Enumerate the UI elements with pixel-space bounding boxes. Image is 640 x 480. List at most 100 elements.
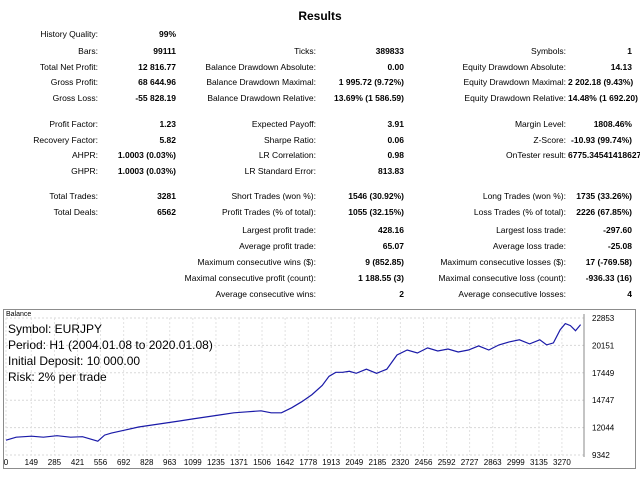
y-tick-label: 22853 <box>592 314 615 323</box>
x-tick-label: 2863 <box>484 458 502 467</box>
col3-value: 17 (-769.58) <box>585 257 632 267</box>
col2-label: LR Standard Error: <box>244 166 316 176</box>
x-tick-label: 692 <box>117 458 131 467</box>
col3-label: Equity Drawdown Relative: <box>464 93 566 103</box>
col1-label: Gross Loss: <box>52 93 98 103</box>
col1-label: History Quality: <box>40 29 98 39</box>
col1-value: 99111 <box>153 46 176 56</box>
period-label: Period: H1 (2004.01.08 to 2020.01.08) <box>8 338 213 352</box>
col3-value: 1 <box>627 46 632 56</box>
col2-label: Average profit trade: <box>239 241 316 251</box>
col1-label: Total Deals: <box>53 207 98 217</box>
balance-chart-panel: 0 149 285 421 556 692 828 963 1099 1235 1371 1506 16… <box>3 309 636 469</box>
col3-label: Equity Drawdown Maximal: <box>463 77 566 87</box>
x-tick-label: 2592 <box>438 458 456 467</box>
x-tick-label: 2320 <box>392 458 410 467</box>
y-tick-label: 12044 <box>592 424 615 433</box>
col2-value: 1 995.72 (9.72%) <box>338 77 404 87</box>
col1-value: 68 644.96 <box>138 77 176 87</box>
col1-value: 6562 <box>157 207 176 217</box>
col1-label: GHPR: <box>71 166 98 176</box>
col3-value: 2 202.18 (9.43%) <box>568 77 634 87</box>
col3-label: Equity Drawdown Absolute: <box>462 62 566 72</box>
col2-value: 1546 (30.92%) <box>348 191 404 201</box>
balance-chart: 0 149 285 421 556 692 828 963 1099 1235 1371 1506 16… <box>4 314 615 467</box>
col3-value: 1808.46% <box>593 119 632 129</box>
col2-label: Balance Drawdown Absolute: <box>205 62 316 72</box>
col3-value: -297.60 <box>603 225 632 235</box>
col3-label: OnTester result: <box>506 150 566 160</box>
col1-label: Total Net Profit: <box>39 62 98 72</box>
col3-label: Maximal consecutive loss (count): <box>438 273 566 283</box>
balance-line <box>5 322 582 442</box>
col3-label: Average consecutive losses: <box>458 289 566 299</box>
col1-value: 1.23 <box>159 119 176 129</box>
x-tick-label: 2999 <box>507 458 525 467</box>
col3-value: 6775.345414186275 <box>568 150 640 160</box>
col2-label: Largest profit trade: <box>242 225 316 235</box>
col3-value: 2226 (67.85%) <box>576 207 632 217</box>
x-tick-label: 2456 <box>415 458 433 467</box>
col2-value: 813.83 <box>378 166 404 176</box>
x-tick-label: 1099 <box>184 458 202 467</box>
col3-label: Symbols: <box>531 46 566 56</box>
x-axis-ticks: 0 149 285 421 556 692 828 963 1099 1235 1371 1506 16… <box>4 458 571 467</box>
col2-value: 389833 <box>375 46 404 56</box>
col3-label: Average loss trade: <box>492 241 566 251</box>
y-tick-label: 20151 <box>592 341 615 350</box>
y-axis-ticks: 22853 20151 17449 14747 12044 9342 <box>592 314 615 460</box>
col2-value: 1 188.55 (3) <box>358 273 404 283</box>
symbol-label: Symbol: EURJPY <box>8 322 103 336</box>
col3-label: Loss Trades (% of total): <box>473 207 566 217</box>
x-tick-label: 1913 <box>322 458 340 467</box>
col1-label: Bars: <box>78 46 98 56</box>
x-tick-label: 2185 <box>369 458 387 467</box>
deposit-label: Initial Deposit: 10 000.00 <box>8 354 141 368</box>
chart-grid <box>5 314 585 457</box>
col3-value: -25.08 <box>607 241 632 251</box>
col3-value: 4 <box>627 289 632 299</box>
x-tick-label: 2727 <box>461 458 479 467</box>
x-tick-label: 1235 <box>207 458 225 467</box>
x-tick-label: 421 <box>71 458 85 467</box>
col2-value: 3.91 <box>387 119 404 129</box>
x-tick-label: 1642 <box>276 458 294 467</box>
col2-value: 13.69% (1 586.59) <box>334 93 404 103</box>
col2-value: 9 (852.85) <box>365 257 404 267</box>
y-tick-label: 9342 <box>592 451 610 460</box>
risk-label: Risk: 2% per trade <box>8 370 107 384</box>
col1-value: 1.0003 (0.03%) <box>117 150 176 160</box>
col2-value: 1055 (32.15%) <box>348 207 404 217</box>
col3-label: Margin Level: <box>514 119 566 129</box>
x-tick-label: 556 <box>94 458 108 467</box>
col2-value: 428.16 <box>378 225 404 235</box>
x-tick-label: 1778 <box>299 458 317 467</box>
col2-label: Ticks: <box>294 46 316 56</box>
col1-value: -55 828.19 <box>135 93 176 103</box>
x-tick-label: 149 <box>25 458 39 467</box>
col1-value: 3281 <box>157 191 176 201</box>
col3-label: Long Trades (won %): <box>482 191 566 201</box>
col2-label: Expected Payoff: <box>251 119 316 129</box>
col1-label: Gross Profit: <box>50 77 98 87</box>
x-tick-label: 285 <box>48 458 62 467</box>
x-tick-label: 3135 <box>530 458 548 467</box>
col2-label: Maximal consecutive profit (count): <box>184 273 316 283</box>
col2-value: 65.07 <box>382 241 404 251</box>
chart-title: Balance <box>6 311 32 318</box>
col1-value: 12 816.77 <box>138 62 176 72</box>
col1-value: 99% <box>158 29 176 39</box>
results-title: Results <box>298 9 342 23</box>
col1-value: 1.0003 (0.03%) <box>117 166 176 176</box>
col3-label: Z-Score: <box>533 135 566 145</box>
col2-label: Average consecutive wins: <box>215 289 316 299</box>
x-tick-label: 1371 <box>230 458 248 467</box>
col1-label: Total Trades: <box>49 191 98 201</box>
col2-label: Maximum consecutive wins ($): <box>197 257 316 267</box>
x-tick-label: 1506 <box>253 458 271 467</box>
col3-label: Maximum consecutive losses ($): <box>440 257 566 267</box>
col3-value: 1735 (33.26%) <box>576 191 632 201</box>
col2-label: Sharpe Ratio: <box>264 135 316 145</box>
col2-label: Profit Trades (% of total): <box>221 207 316 217</box>
col3-label: Largest loss trade: <box>496 225 566 235</box>
